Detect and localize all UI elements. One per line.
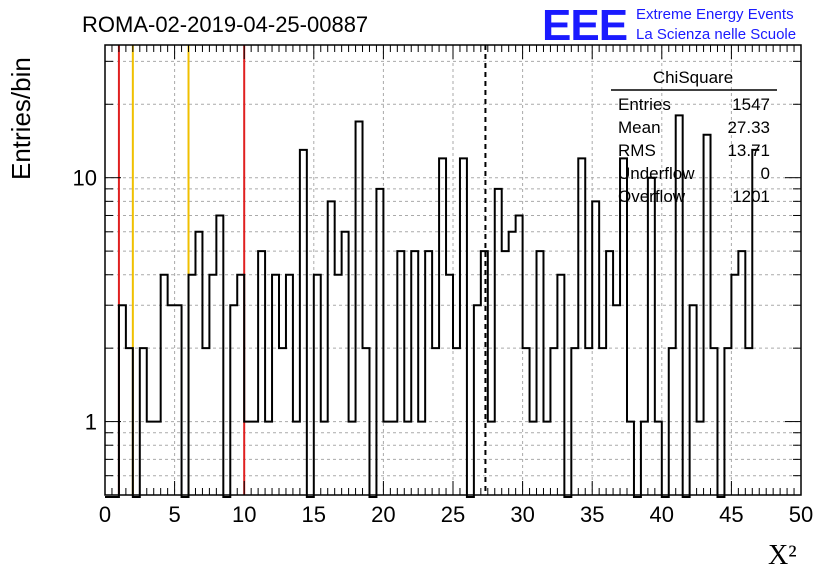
eee-logo-line1: Extreme Energy Events (636, 6, 794, 23)
stats-title: ChiSquare (653, 68, 733, 87)
y-tick-label: 10 (73, 166, 97, 191)
x-tick-label: 20 (371, 502, 395, 527)
reference-lines (117, 45, 487, 495)
stats-label: Overflow (618, 187, 686, 206)
eee-logo: EEE Extreme Energy Events La Scienza nel… (542, 1, 796, 50)
stats-box: ChiSquare Entries 1547 Mean 27.33 RMS 13.71 Un… (611, 68, 777, 206)
eee-logo-line2: La Scienza nelle Scuole (636, 26, 796, 43)
x-tick-label: 35 (580, 502, 604, 527)
x-tick-label: 25 (441, 502, 465, 527)
stats-value: 13.71 (727, 141, 770, 160)
x-axis-label: X² (768, 540, 797, 571)
grid (105, 45, 801, 496)
stats-label: Underflow (618, 164, 695, 183)
y-tick-label: 1 (85, 410, 97, 435)
stats-value: 27.33 (727, 118, 770, 137)
x-tick-label: 0 (99, 502, 111, 527)
chart-title: ROMA-02-2019-04-25-00887 (82, 12, 368, 37)
stats-value: 1547 (732, 95, 770, 114)
stats-value: 1201 (732, 187, 770, 206)
stats-label: Mean (618, 118, 661, 137)
x-tick-labels: 0 5 10 15 20 25 30 35 40 45 50 (99, 502, 813, 527)
histogram-series (105, 114, 760, 498)
x-tick-label: 10 (232, 502, 256, 527)
x-tick-label: 5 (168, 502, 180, 527)
stats-label: RMS (618, 141, 656, 160)
x-tick-label: 45 (719, 502, 743, 527)
x-tick-label: 15 (302, 502, 326, 527)
y-axis-label: Entries/bin (6, 57, 36, 180)
x-tick-label: 30 (510, 502, 534, 527)
axis-ticks (104, 45, 802, 496)
y-tick-labels: 1 10 (73, 166, 97, 435)
x-tick-label: 50 (789, 502, 813, 527)
x-tick-label: 40 (650, 502, 674, 527)
stats-label: Entries (618, 95, 671, 114)
eee-logo-mark: EEE (542, 1, 627, 50)
stats-value: 0 (761, 164, 770, 183)
stats-rows: Entries 1547 Mean 27.33 RMS 13.71 Underflow 0 Ov… (618, 95, 770, 206)
